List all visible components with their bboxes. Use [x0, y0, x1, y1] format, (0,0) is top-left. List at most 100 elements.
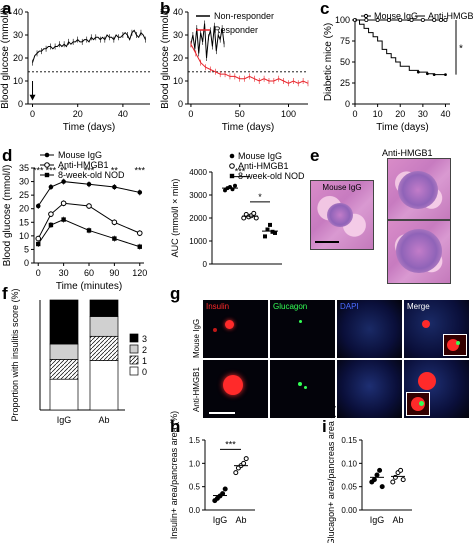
stacked-bar-segment — [49, 378, 79, 411]
legend-label: 8-week-old NOD — [58, 170, 125, 180]
col-label-insulin: Insulin — [206, 302, 230, 311]
censor-mark — [375, 17, 380, 22]
significance-label: *** — [135, 165, 146, 175]
glucagon-signal — [299, 320, 302, 323]
x-tick-label: 0 — [30, 109, 35, 119]
censor-mark — [409, 17, 414, 22]
x-tick-label: 0 — [352, 109, 357, 119]
legend-marker — [229, 163, 235, 169]
x-tick-label: 60 — [84, 268, 94, 278]
series-line — [37, 181, 140, 207]
y-axis-label: Blood glucose (mmol/l) — [160, 7, 171, 109]
glucagon-signal — [298, 382, 302, 386]
censor-mark — [364, 17, 369, 22]
legend-marker — [229, 173, 235, 179]
data-point — [48, 222, 54, 228]
y-tick-label: 25 — [340, 78, 350, 88]
y-tick-label: 0 — [345, 99, 350, 109]
data-point — [265, 227, 270, 232]
y-axis-label: Proportion with insulitis score (%) — [10, 288, 20, 421]
glucagon-signal — [304, 386, 307, 389]
y-tick-label: 0 — [24, 258, 29, 268]
stacked-bar-segment — [49, 343, 79, 360]
legend-marker — [363, 13, 369, 19]
y-tick-label: 40 — [173, 7, 183, 17]
series-line — [190, 23, 225, 59]
x-tick-label: 10 — [373, 109, 383, 119]
x-tick-label: IgG — [57, 415, 72, 425]
fluor-glucagon-anti — [270, 360, 335, 418]
y-tick-label: 30 — [173, 30, 183, 40]
data-point — [48, 211, 54, 217]
data-point — [36, 241, 41, 247]
col-label-dapi: DAPI — [340, 302, 359, 311]
series-line — [37, 219, 140, 248]
y-tick-label: 0 — [18, 99, 23, 109]
legend-swatch — [129, 333, 139, 343]
stacked-bar-segment — [89, 335, 119, 361]
col-label-merge: Merge — [407, 302, 430, 311]
y-tick-label: 0.00 — [341, 506, 357, 515]
x-tick-label: 30 — [418, 109, 428, 119]
data-point — [35, 235, 42, 242]
censor-mark — [420, 17, 425, 22]
scale-bar — [209, 412, 235, 414]
fluor-dapi-igg: DAPI — [337, 300, 402, 358]
censor-mark — [432, 73, 436, 76]
panel-label-b: b — [160, 0, 171, 18]
data-point — [136, 230, 143, 236]
fluor-insulin-igg: Insulin — [203, 300, 268, 358]
legend-label: Mouse IgG — [374, 11, 418, 21]
g-row-label-anti: Anti-HMGB1 — [192, 367, 201, 412]
y-tick-label: 1000 — [189, 237, 207, 246]
legend-label: 3 — [142, 334, 147, 344]
y-tick-label: 1.0 — [189, 459, 201, 468]
fluor-glucagon-igg: Glucagon — [270, 300, 335, 358]
legend-label: Non-responder — [214, 11, 274, 21]
data-point — [233, 183, 237, 188]
x-tick-label: 0 — [36, 268, 41, 278]
data-point — [251, 210, 257, 216]
data-point — [112, 184, 117, 190]
y-tick-label: 0.10 — [341, 459, 357, 468]
fluor-merge-igg: Merge — [404, 300, 469, 358]
data-point — [270, 229, 275, 234]
y-tick-label: 10 — [19, 231, 29, 241]
data-point — [137, 190, 143, 195]
x-tick-label: Ab — [98, 415, 109, 425]
series-line — [37, 202, 140, 239]
he-image-mouse-igg: Mouse IgG — [310, 180, 374, 250]
y-tick-label: 5 — [24, 244, 29, 254]
data-point — [35, 203, 41, 209]
insulin-signal — [223, 375, 243, 395]
data-point — [137, 244, 142, 249]
significance-label: ** — [60, 165, 68, 175]
y-tick-label: 0 — [203, 260, 208, 269]
legend-label: 2 — [142, 345, 147, 355]
e-mouse-igg-label: Mouse IgG — [322, 183, 362, 192]
legend-marker — [44, 172, 50, 178]
x-tick-label: 20 — [73, 109, 83, 119]
significance-label: * — [459, 43, 463, 54]
y-tick-label: 0 — [178, 99, 183, 109]
data-point — [222, 486, 228, 492]
legend-swatch — [129, 344, 139, 354]
panel-label-g: g — [170, 284, 181, 303]
significance-label: *** — [235, 167, 246, 177]
panel-label-d: d — [2, 146, 13, 165]
y-tick-label: 75 — [340, 36, 350, 46]
legend-label: Mouse IgG — [238, 151, 282, 161]
legend-label: Anti-HMGB1 — [58, 160, 109, 170]
x-tick-label: IgG — [213, 515, 228, 525]
y-tick-label: 100 — [335, 15, 350, 25]
x-tick-label: Ab — [392, 515, 403, 525]
stacked-bar-segment — [49, 299, 79, 345]
legend-label: Responder — [214, 25, 258, 35]
x-tick-label: 40 — [440, 109, 450, 119]
data-point — [390, 479, 396, 485]
significance-label: *** — [225, 439, 236, 449]
x-tick-label: 0 — [188, 109, 193, 119]
censor-mark — [425, 72, 429, 76]
censor-mark — [398, 17, 403, 22]
